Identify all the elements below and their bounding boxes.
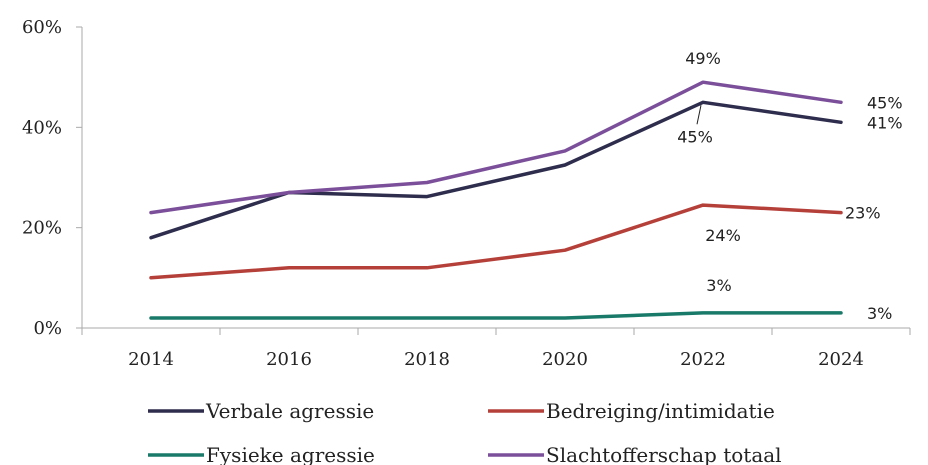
x-tick-label: 2024	[818, 349, 864, 370]
y-tick-label: 0%	[33, 318, 62, 339]
x-tick-label: 2018	[404, 349, 450, 370]
x-tick-label: 2022	[680, 349, 726, 370]
x-tick-label: 2014	[128, 349, 174, 370]
data-label: 23%	[845, 204, 881, 223]
data-label: 3%	[706, 276, 731, 295]
legend-label-3: Slachtofferschap totaal	[546, 443, 782, 465]
series-line-0	[149, 100, 843, 240]
series-lines	[149, 80, 843, 320]
data-label: 45%	[677, 127, 713, 146]
series-line-3	[149, 80, 843, 215]
data-label: 49%	[685, 49, 721, 68]
axes: 0% 20% 40% 60% 2014 2016 2018 2020 2022 2024	[22, 17, 911, 370]
legend-label-2: Fysieke agressie	[206, 443, 375, 465]
legend: Verbale agressie Bedreiging/intimidatie Fy…	[148, 399, 782, 465]
data-label: 45%	[867, 93, 903, 112]
legend-label-1: Bedreiging/intimidatie	[546, 399, 775, 423]
x-tick-label: 2020	[542, 349, 588, 370]
legend-label-0: Verbale agressie	[205, 399, 374, 423]
y-tick-label: 20%	[22, 218, 62, 239]
data-labels: 49%45%45%41%23%24%3%3%	[677, 49, 902, 323]
series-line-1	[149, 203, 843, 280]
y-tick-label: 40%	[22, 117, 62, 138]
data-label: 3%	[867, 304, 892, 323]
x-tick-label: 2016	[266, 349, 312, 370]
data-label: 41%	[867, 113, 903, 132]
series-line-2	[149, 311, 843, 320]
y-tick-label: 60%	[22, 17, 62, 38]
data-label: 24%	[705, 226, 741, 245]
data-label-leader-line	[696, 105, 702, 125]
